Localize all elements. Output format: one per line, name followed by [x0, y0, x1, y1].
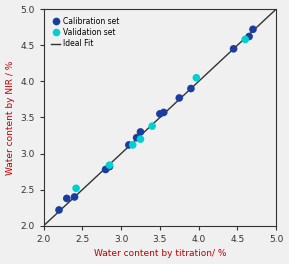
Point — [150, 124, 154, 128]
Point — [231, 47, 236, 51]
Point — [103, 167, 108, 172]
Point — [130, 143, 135, 147]
Point — [138, 130, 143, 134]
Point — [72, 195, 77, 199]
Point — [64, 196, 69, 201]
Point — [138, 137, 143, 141]
Y-axis label: Water content by NIR / %: Water content by NIR / % — [5, 60, 14, 175]
Point — [189, 86, 193, 91]
Point — [107, 164, 112, 169]
Point — [74, 186, 78, 190]
Point — [162, 110, 166, 115]
Point — [243, 37, 248, 41]
Point — [57, 208, 61, 212]
Point — [134, 136, 139, 140]
Legend: Calibration set, Validation set, Ideal Fit: Calibration set, Validation set, Ideal F… — [47, 13, 124, 52]
X-axis label: Water content by titration/ %: Water content by titration/ % — [94, 249, 226, 258]
Point — [251, 27, 255, 31]
Point — [177, 96, 181, 100]
Point — [107, 163, 112, 167]
Point — [247, 34, 251, 39]
Point — [127, 143, 131, 147]
Point — [194, 76, 199, 80]
Point — [158, 112, 162, 116]
